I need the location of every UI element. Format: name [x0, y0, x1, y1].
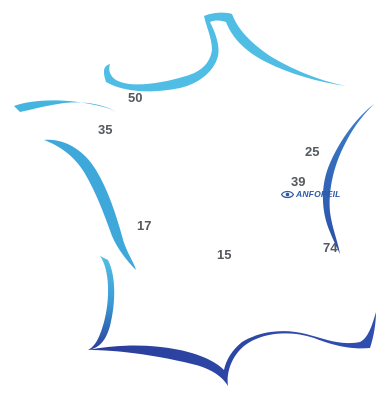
north-coast-stroke: [14, 100, 116, 112]
east-border-stroke: [322, 104, 374, 254]
department-label-25[interactable]: 25: [305, 144, 320, 159]
department-label-39[interactable]: 39: [291, 174, 306, 189]
cotentin-stroke: [103, 12, 346, 92]
eye-icon: [281, 190, 294, 198]
anfopeil-logo: ANFOPEIL: [281, 188, 341, 200]
south-border-stroke: [88, 312, 376, 386]
department-label-50[interactable]: 50: [128, 90, 143, 105]
department-label-74[interactable]: 74: [323, 240, 338, 255]
southwest-coast-stroke: [88, 256, 115, 350]
department-label-15[interactable]: 15: [217, 247, 232, 262]
department-label-35[interactable]: 35: [98, 122, 113, 137]
logo-text: ANFOPEIL: [296, 189, 341, 199]
department-label-17[interactable]: 17: [137, 218, 152, 233]
atlantic-coast-stroke: [44, 139, 136, 270]
